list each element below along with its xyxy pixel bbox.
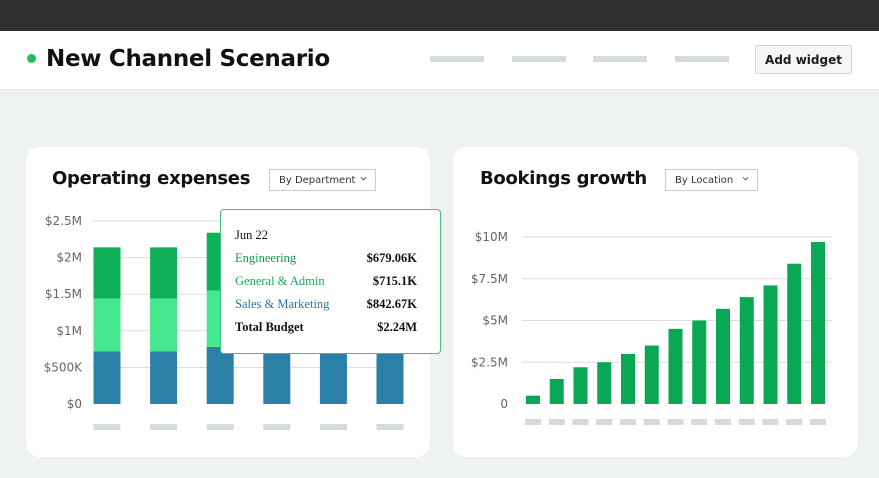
x-tick-label <box>206 424 234 430</box>
x-tick-label <box>691 419 708 425</box>
add-widget-button[interactable]: Add widget <box>755 45 852 74</box>
x-tick-label <box>319 424 347 430</box>
tooltip-row-sales-marketing: Sales & Marketing $842.67K <box>235 297 417 312</box>
bar <box>763 285 778 404</box>
bar <box>573 367 588 404</box>
bar <box>263 351 291 404</box>
status-indicator <box>27 54 36 63</box>
x-tick-label <box>810 419 826 425</box>
y-tick-label: $10M <box>475 230 508 244</box>
location-dropdown[interactable]: By Location <box>665 169 758 191</box>
y-tick-label: $1M <box>56 324 82 338</box>
y-tick-label: $5M <box>482 314 508 328</box>
window-top-bar <box>0 0 879 31</box>
bar <box>621 353 635 404</box>
bar <box>692 320 707 404</box>
dropdown-label: By Department <box>279 174 356 186</box>
y-tick-label: $0 <box>67 397 82 411</box>
x-tick-label <box>150 424 178 430</box>
bar <box>549 378 564 404</box>
tooltip-row-engineering: Engineering $679.06K <box>235 251 417 266</box>
y-tick-label: $2.5M <box>45 214 82 228</box>
dropdown-label: By Location <box>675 174 734 186</box>
nav-placeholder-3[interactable] <box>593 56 647 62</box>
nav-placeholder-4[interactable] <box>675 56 729 62</box>
tooltip-row-label: General & Admin <box>235 274 325 288</box>
bar <box>739 297 754 404</box>
bar <box>150 247 178 299</box>
bar <box>716 308 730 404</box>
bar <box>597 362 612 404</box>
x-tick-label <box>715 419 731 425</box>
tooltip-row-total: Total Budget $2.24M <box>235 320 417 335</box>
bar <box>526 395 540 404</box>
tooltip-date: Jun 22 <box>235 228 268 242</box>
x-tick-label <box>596 419 613 425</box>
nav-placeholder-1[interactable] <box>430 56 484 62</box>
chart-tooltip: Jun 22 Engineering $679.06K General & Ad… <box>220 209 441 354</box>
tooltip-row-value: $842.67K <box>366 297 417 311</box>
y-tick-label: $500K <box>44 360 84 374</box>
bar <box>319 351 347 404</box>
chevron-down-icon <box>360 176 367 181</box>
bar <box>150 298 178 352</box>
y-tick-label: 0 <box>500 397 508 411</box>
x-tick-label <box>786 419 803 425</box>
bar <box>93 247 121 299</box>
x-tick-label <box>643 419 660 425</box>
card-title: Bookings growth <box>480 168 647 189</box>
bar <box>787 263 802 404</box>
y-tick-label: $2.5M <box>471 355 508 369</box>
x-tick-label <box>738 419 755 425</box>
x-tick-label <box>263 424 291 430</box>
x-tick-label <box>620 419 636 425</box>
tooltip-row-value: $679.06K <box>366 251 417 265</box>
x-tick-label <box>93 424 121 430</box>
tooltip-row-label: Sales & Marketing <box>235 297 330 311</box>
bar <box>376 351 404 404</box>
x-tick-label <box>572 419 589 425</box>
tooltip-row-general-admin: General & Admin $715.1K <box>235 274 417 289</box>
x-tick-label <box>376 424 404 430</box>
y-tick-label: $2M <box>56 251 82 265</box>
nav-placeholder-2[interactable] <box>512 56 566 62</box>
bar <box>668 328 683 404</box>
bar <box>150 351 178 404</box>
x-tick-label <box>548 419 565 425</box>
tooltip-row-value: $715.1K <box>372 274 417 288</box>
tooltip-total-label: Total Budget <box>235 320 304 334</box>
tooltip-row-label: Engineering <box>235 251 297 265</box>
y-tick-label: $7.5M <box>471 272 508 286</box>
bar <box>206 346 234 404</box>
bar <box>644 345 659 404</box>
chevron-down-icon <box>742 176 749 181</box>
card-title: Operating expenses <box>52 168 251 189</box>
x-tick-label <box>667 419 684 425</box>
page-title: New Channel Scenario <box>46 46 330 72</box>
bar <box>93 298 121 352</box>
y-tick-label: $1.5M <box>45 287 82 301</box>
bar <box>811 242 825 404</box>
tooltip-total-value: $2.24M <box>377 320 417 334</box>
x-tick-label <box>525 419 541 425</box>
page-header: New Channel Scenario Add widget <box>0 31 879 90</box>
x-tick-label <box>762 419 779 425</box>
bar <box>93 351 121 404</box>
department-dropdown[interactable]: By Department <box>269 169 376 191</box>
